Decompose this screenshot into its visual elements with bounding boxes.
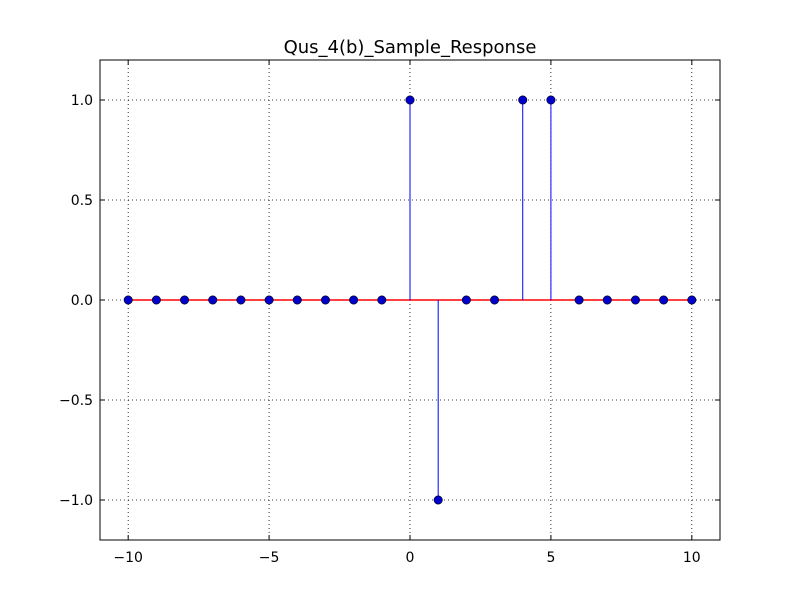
stem-marker xyxy=(264,295,274,305)
y-tick-label: 0.0 xyxy=(71,293,93,309)
stem-marker xyxy=(687,295,697,305)
stem-marker xyxy=(320,295,330,305)
x-tick-label: −10 xyxy=(113,550,143,566)
stem-marker xyxy=(180,295,190,305)
stem-marker xyxy=(292,295,302,305)
stem-marker xyxy=(630,295,640,305)
x-tick-label: 0 xyxy=(406,550,415,566)
stem-marker xyxy=(461,295,471,305)
stem-marker xyxy=(405,95,415,105)
y-tick-label: −0.5 xyxy=(59,393,93,409)
stem-marker xyxy=(208,295,218,305)
stem-marker xyxy=(602,295,612,305)
y-tick-label: −1.0 xyxy=(59,493,93,509)
stems xyxy=(409,100,552,500)
stem-marker xyxy=(490,295,500,305)
stem-marker xyxy=(151,295,161,305)
y-axis-ticks: −1.0 −0.5 0.0 0.5 1.0 xyxy=(59,93,720,509)
x-tick-label: −5 xyxy=(259,550,280,566)
stem-marker xyxy=(236,295,246,305)
stem-marker xyxy=(349,295,359,305)
markers xyxy=(123,95,697,505)
stem-marker xyxy=(574,295,584,305)
stem-marker xyxy=(659,295,669,305)
stem-marker xyxy=(546,95,556,105)
x-axis-ticks: −10 −5 0 5 10 xyxy=(113,60,701,566)
chart-title: Qus_4(b)_Sample_Response xyxy=(284,37,537,58)
stem-marker xyxy=(123,295,133,305)
y-tick-label: 1.0 xyxy=(71,93,93,109)
stem-marker xyxy=(433,495,443,505)
x-tick-label: 10 xyxy=(683,550,701,566)
x-tick-label: 5 xyxy=(546,550,555,566)
stem-marker xyxy=(518,95,528,105)
stem-marker xyxy=(377,295,387,305)
y-tick-label: 0.5 xyxy=(71,193,93,209)
